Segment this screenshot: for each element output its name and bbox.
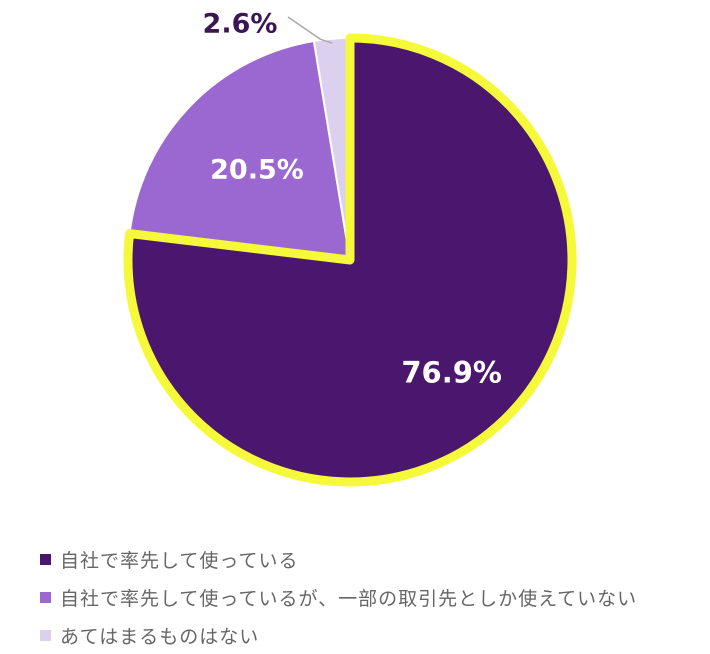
legend-swatch (40, 629, 51, 641)
legend-swatch (40, 553, 51, 565)
data-labels: 76.9% 20.5% 2.6% (203, 9, 502, 390)
legend-item: 自社で率先して使っているが、一部の取引先としか使えていない (40, 578, 637, 616)
legend-label: あてはまるものはない (60, 625, 260, 648)
legend: 自社で率先して使っている 自社で率先して使っているが、一部の取引先としか使えてい… (40, 540, 637, 654)
legend-label: 自社で率先して使っているが、一部の取引先としか使えていない (60, 587, 638, 610)
pie-chart: 76.9% 20.5% 2.6% (123, 9, 577, 487)
pie-slice (128, 39, 352, 262)
legend-swatch (40, 591, 51, 603)
data-label: 20.5% (210, 154, 304, 185)
pie-slices (123, 33, 577, 487)
legend-item: 自社で率先して使っている (40, 540, 637, 578)
data-label: 2.6% (203, 9, 278, 40)
legend-item: あてはまるものはない (40, 616, 637, 654)
pie-slice-highlighted (123, 33, 577, 487)
legend-label: 自社で率先して使っている (60, 549, 299, 572)
data-label: 76.9% (401, 356, 502, 390)
leader-line (287, 16, 333, 44)
